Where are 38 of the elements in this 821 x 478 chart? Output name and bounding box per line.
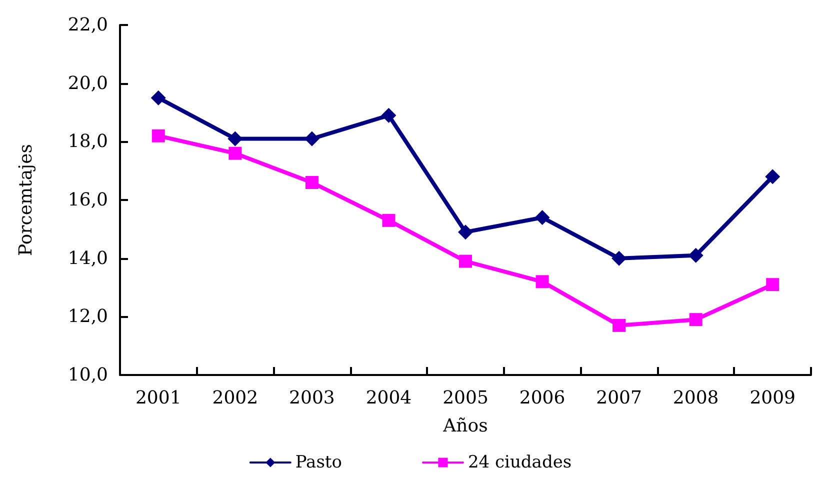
point <box>534 210 550 225</box>
point <box>228 131 243 146</box>
y-axis-title: Porcemtajes <box>16 144 36 256</box>
point <box>536 275 549 288</box>
point <box>381 108 396 123</box>
x-tick-label: 2003 <box>289 388 335 408</box>
x-tick-label: 2007 <box>596 388 642 408</box>
y-tick-label: 22,0 <box>68 14 108 36</box>
y-tick-label: 10,0 <box>68 364 108 386</box>
y-tick-label: 18,0 <box>68 131 108 152</box>
point <box>152 129 165 142</box>
x-tick-label: 2009 <box>750 388 796 408</box>
point <box>765 169 780 184</box>
y-tick-label: 20,0 <box>68 72 108 94</box>
point <box>228 146 242 160</box>
point <box>612 318 626 332</box>
point <box>689 313 702 326</box>
x-tick-label: 2001 <box>135 388 182 408</box>
point <box>304 131 320 146</box>
x-tick-label: 2006 <box>519 388 566 408</box>
point <box>766 278 780 292</box>
x-axis-title: Años <box>442 416 488 436</box>
x-tick-label: 2002 <box>212 388 258 408</box>
point <box>305 176 318 189</box>
legend-label: Pasto <box>295 452 342 472</box>
point <box>459 254 472 268</box>
x-tick-label: 2008 <box>672 388 719 408</box>
point <box>150 90 166 106</box>
y-tick-label: 16,0 <box>68 190 108 210</box>
y-tick-label: 14,0 <box>68 248 108 269</box>
legend-label: 24 ciudades <box>468 452 572 472</box>
x-tick-label: 2005 <box>442 388 488 408</box>
point <box>382 214 396 227</box>
point <box>612 250 627 266</box>
x-tick-label: 2004 <box>366 388 412 408</box>
point <box>688 248 704 263</box>
point <box>458 224 473 240</box>
y-tick-label: 12,0 <box>68 306 108 328</box>
